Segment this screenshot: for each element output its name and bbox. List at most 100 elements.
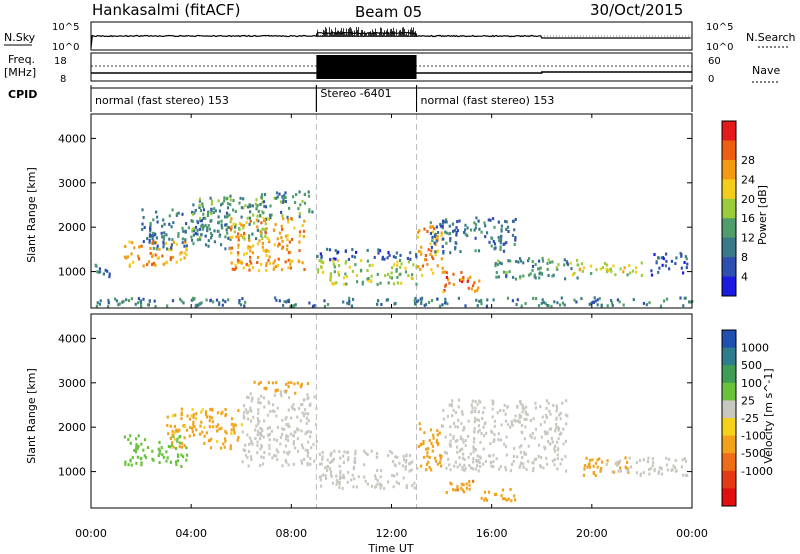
- data-cell: [355, 274, 358, 277]
- data-cell: [204, 216, 207, 220]
- data-cell: [441, 303, 444, 307]
- data-cell: [307, 412, 310, 416]
- data-cell: [192, 227, 195, 230]
- data-cell: [208, 439, 211, 443]
- data-cell: [125, 298, 128, 302]
- data-cell: [249, 406, 252, 410]
- data-cell: [281, 427, 284, 431]
- data-cell: [253, 221, 256, 225]
- data-cell: [576, 263, 579, 267]
- data-cell: [518, 416, 521, 420]
- data-cell: [279, 390, 282, 394]
- data-cell: [222, 298, 225, 302]
- data-cell: [281, 227, 284, 231]
- data-cell: [252, 415, 255, 419]
- data-cell: [504, 219, 507, 223]
- data-cell: [499, 238, 503, 242]
- data-cell: [417, 445, 420, 449]
- data-cell: [532, 469, 535, 473]
- colorbar-tick-label: 20: [741, 193, 755, 206]
- data-cell: [376, 482, 379, 486]
- data-cell: [135, 450, 138, 454]
- data-cell: [444, 230, 447, 234]
- data-cell: [675, 256, 678, 260]
- data-cell: [350, 304, 354, 308]
- data-cell: [216, 440, 219, 444]
- data-cell: [511, 299, 514, 303]
- data-cell: [524, 452, 528, 456]
- data-cell: [273, 259, 276, 263]
- data-cell: [185, 222, 188, 226]
- data-cell: [238, 299, 241, 302]
- data-cell: [427, 447, 430, 451]
- data-cell: [148, 240, 151, 244]
- data-cell: [287, 463, 290, 467]
- data-cell: [553, 447, 556, 451]
- data-cell: [297, 406, 301, 410]
- data-cell: [287, 220, 290, 224]
- data-cell: [218, 234, 221, 238]
- data-cell: [433, 227, 436, 231]
- data-cell: [300, 403, 303, 407]
- data-cell: [524, 410, 528, 414]
- data-cell: [499, 409, 502, 413]
- data-cell: [229, 194, 232, 198]
- data-cell: [262, 200, 266, 204]
- data-cell: [335, 474, 338, 478]
- data-cell: [182, 455, 185, 459]
- data-cell: [477, 418, 480, 422]
- data-cell: [310, 446, 313, 450]
- data-cell: [462, 278, 465, 282]
- data-cell: [282, 198, 285, 202]
- data-cell: [355, 485, 359, 489]
- data-cell: [185, 458, 188, 462]
- data-cell: [321, 457, 324, 461]
- data-cell: [216, 411, 220, 415]
- data-cell: [538, 276, 541, 280]
- velocity-y-axis-title: Slant Range [km]: [25, 368, 38, 464]
- data-cell: [151, 255, 154, 259]
- data-cell: [224, 414, 227, 418]
- data-cell: [665, 297, 669, 301]
- data-cell: [284, 437, 288, 441]
- data-cell: [360, 268, 363, 272]
- data-cell: [469, 452, 472, 456]
- data-cell: [220, 243, 223, 247]
- data-cell: [573, 271, 576, 275]
- data-cell: [468, 480, 471, 483]
- data-cell: [296, 415, 299, 419]
- data-cell: [239, 196, 242, 200]
- data-cell: [258, 239, 261, 243]
- data-cell: [183, 444, 186, 448]
- data-cell: [287, 439, 290, 442]
- data-cell: [290, 381, 293, 385]
- data-cell: [683, 261, 686, 264]
- data-cell: [338, 450, 341, 453]
- data-cell: [460, 271, 463, 274]
- data-cell: [201, 227, 205, 231]
- data-cell: [257, 419, 260, 422]
- data-cell: [456, 439, 459, 442]
- data-cell: [423, 227, 426, 231]
- data-cell: [442, 250, 445, 253]
- data-cell: [441, 424, 444, 428]
- data-cell: [503, 403, 506, 407]
- data-cell: [498, 239, 501, 243]
- data-cell: [230, 251, 233, 255]
- data-cell: [442, 290, 445, 294]
- data-cell: [456, 450, 459, 454]
- data-cell: [670, 259, 673, 263]
- data-cell: [464, 444, 467, 448]
- data-cell: [302, 229, 306, 233]
- data-cell: [524, 412, 527, 416]
- data-cell: [329, 278, 332, 281]
- data-cell: [546, 430, 549, 434]
- data-cell: [684, 473, 687, 477]
- data-cell: [532, 296, 535, 300]
- velocity-plot-area: [91, 314, 692, 508]
- data-cell: [593, 296, 596, 300]
- data-cell: [474, 236, 477, 240]
- data-cell: [298, 240, 301, 244]
- data-cell: [485, 498, 489, 502]
